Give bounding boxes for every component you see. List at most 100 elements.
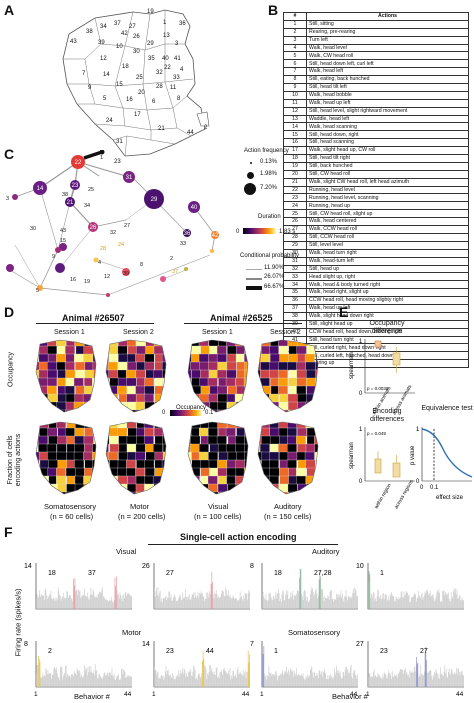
- firing-rate-bar: [381, 599, 382, 609]
- firing-rate-bar: [241, 674, 242, 687]
- network-node: [37, 285, 43, 291]
- firing-rate-bar: [242, 675, 243, 687]
- firing-rate-bar: [409, 669, 411, 687]
- map-cell: [315, 377, 318, 387]
- map-cell: [162, 451, 166, 461]
- firing-rate-bar: [389, 600, 390, 609]
- firing-rate-bar: [165, 595, 167, 609]
- firing-rate-bar: [246, 671, 248, 687]
- firing-rate-bar: [186, 596, 187, 609]
- firing-rate-bar: [339, 596, 340, 609]
- map-label: 12: [100, 56, 107, 62]
- firing-rate-bar: [323, 597, 324, 609]
- firing-rate-bar: [90, 587, 92, 609]
- firing-rate-bar: [384, 594, 386, 609]
- firing-rate-bar: [43, 676, 44, 687]
- table-row: 31 Walk, head-turn left: [283, 256, 469, 266]
- firing-rate-bar: [178, 599, 179, 609]
- map-label: 39: [98, 40, 105, 46]
- firing-rate-bar: [389, 675, 391, 687]
- firing-rate-bar: [173, 596, 175, 609]
- firing-rate-bar: [339, 595, 341, 609]
- network-node-label: 31: [126, 175, 133, 181]
- firing-rate-bar: [421, 673, 422, 687]
- map-cell: [199, 427, 209, 437]
- firing-rate-bar: [57, 676, 59, 687]
- firing-rate-bar: [236, 600, 238, 609]
- firing-rate-bar: [355, 589, 356, 609]
- firing-rate-bar: [191, 594, 193, 609]
- table-row: 27 Walk, CCW head roll: [283, 225, 469, 234]
- firing-rate-bar: [445, 591, 446, 609]
- firing-rate-bar: [381, 593, 383, 609]
- firing-rate-bar: [321, 588, 323, 609]
- map-cell: [278, 385, 288, 395]
- firing-rate-bar: [115, 586, 116, 609]
- firing-rate-bar: [405, 667, 406, 687]
- firing-rate-bar: [154, 596, 156, 609]
- firing-rate-bar: [215, 674, 216, 687]
- firing-rate-bar: [193, 592, 194, 609]
- firing-rate-bar: [99, 591, 100, 609]
- firing-rate-bar: [274, 599, 276, 609]
- firing-rate-bar: [58, 591, 60, 609]
- firing-rate-bar: [43, 595, 44, 609]
- firing-rate-bar: [271, 676, 273, 687]
- firing-rate-bar: [189, 671, 191, 687]
- firing-rate-bar: [185, 589, 186, 609]
- firing-rate-bar: [83, 675, 84, 687]
- firing-rate-bar: [282, 670, 284, 687]
- firing-rate-bar: [391, 679, 392, 687]
- map-label: 22: [164, 65, 171, 71]
- firing-rate-bar: [120, 678, 122, 687]
- map-label: 42: [121, 31, 128, 37]
- map-label: 10: [116, 44, 123, 50]
- map-cell: [73, 409, 84, 412]
- map-cell: [64, 385, 75, 395]
- firing-rate-bar: [191, 597, 192, 609]
- map-cell: [118, 435, 129, 445]
- firing-rate-bar: [286, 590, 287, 609]
- map-cell: [106, 483, 111, 493]
- firing-rate-bar: [440, 602, 442, 609]
- firing-rate-bar: [85, 595, 87, 609]
- network-node: [144, 189, 164, 209]
- firing-rate-bar: [177, 675, 178, 687]
- firing-rate-bar: [270, 672, 272, 687]
- firing-rate-bar: [239, 598, 240, 609]
- firing-rate-bar: [355, 674, 356, 687]
- map-cell: [235, 491, 246, 494]
- firing-rate-bar: [343, 601, 345, 609]
- firing-rate-bar: [399, 598, 400, 609]
- firing-rate-bar: [278, 675, 280, 687]
- map-label: 27: [129, 24, 136, 30]
- equiv-xtick: 0: [420, 485, 424, 491]
- firing-rate-bar: [96, 595, 98, 609]
- firing-rate-bar: [164, 598, 165, 609]
- map-cell: [65, 393, 76, 403]
- firing-rate-bar: [346, 597, 348, 609]
- firing-rate-bar: [167, 670, 168, 687]
- firing-rate-bar: [94, 664, 96, 687]
- firing-rate-bar: [386, 677, 388, 687]
- network-node-label: 2: [170, 256, 173, 262]
- firing-rate-plot: 101: [356, 563, 464, 610]
- firing-rate-bar: [220, 597, 221, 609]
- firing-rate-bar: [183, 673, 184, 687]
- firing-rate-bar: [289, 670, 291, 687]
- map-cell: [226, 491, 237, 494]
- firing-rate-bar: [325, 597, 326, 609]
- firing-rate-bar: [52, 599, 53, 609]
- map-cell: [278, 345, 289, 355]
- map-cell: [314, 401, 318, 411]
- firing-rate-bar: [244, 593, 246, 609]
- firing-rate-bar: [275, 598, 277, 609]
- firing-rate-bar: [430, 670, 432, 687]
- firing-rate-bar: [61, 667, 63, 687]
- table-row: 10 Walk, head bobble: [283, 90, 469, 100]
- firing-rate-bar: [310, 593, 311, 609]
- firing-rate-bar: [188, 596, 189, 609]
- firing-rate-bar: [46, 674, 48, 687]
- map-cell: [258, 459, 261, 469]
- firing-rate-bar: [97, 678, 99, 687]
